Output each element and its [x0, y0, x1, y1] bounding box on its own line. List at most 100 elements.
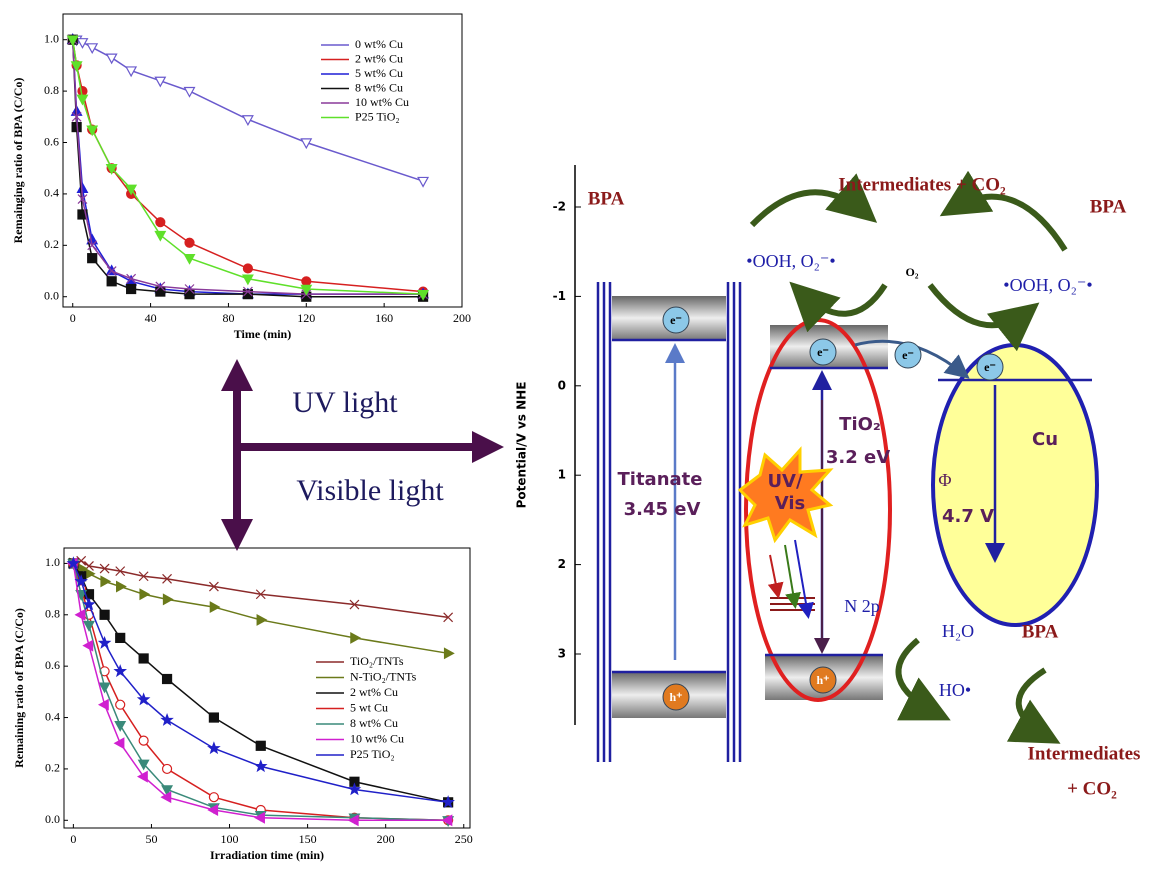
vis-label: Visible light: [296, 474, 444, 507]
legend-label: P25 TiO₂: [350, 747, 395, 761]
axis-ticks: -2-10123: [553, 200, 581, 661]
carrier-label: e⁻: [670, 313, 682, 327]
marker: [88, 254, 97, 263]
marker: [117, 582, 126, 592]
label: BPA: [588, 188, 625, 209]
marker: [140, 589, 149, 599]
label: 4.7 V: [942, 506, 994, 527]
x-tick-label: 100: [221, 832, 239, 846]
marker: [256, 741, 265, 750]
x-axis-label: Time (min): [234, 327, 291, 341]
legend-label: N-TiO₂/TNTs: [350, 669, 417, 683]
marker: [302, 277, 311, 286]
tick-label: 1: [558, 468, 566, 482]
y-tick-label: 0.2: [44, 237, 59, 251]
carrier-label: h⁺: [816, 673, 829, 687]
legend-label: P25 TiO₂: [355, 109, 400, 123]
marker: [156, 287, 165, 296]
marker: [209, 743, 219, 753]
marker: [107, 54, 117, 63]
legend-label: 10 wt% Cu: [350, 731, 404, 745]
label: O₂: [906, 265, 919, 279]
marker: [99, 638, 109, 648]
legend-label: 0 wt% Cu: [355, 37, 403, 51]
carrier-label: h⁺: [669, 690, 682, 704]
band-diagram: Potential/V vs NHE -2-10123 e⁻ h⁺ e⁻ h⁺ …: [515, 165, 1141, 799]
legend-label: 5 wt Cu: [350, 700, 388, 714]
x-tick-label: 50: [145, 832, 157, 846]
label: N 2p: [844, 596, 880, 616]
tick-label: -2: [553, 200, 566, 214]
x-tick-label: 250: [455, 832, 473, 846]
carrier-label: e⁻: [902, 348, 914, 362]
plot-frame: [64, 548, 470, 828]
marker: [138, 772, 147, 782]
y-tick-label: 0.8: [45, 607, 60, 621]
legend-label: 10 wt% Cu: [355, 95, 409, 109]
tick-label: -1: [553, 289, 566, 303]
marker: [445, 648, 454, 658]
marker: [78, 39, 88, 48]
line-chart: 0 40 80 120 160 200 0.0 0.2 0.4 0.6 0.8 1.0 Time (mi…: [11, 14, 471, 341]
y-tick-label: 0.4: [44, 186, 59, 200]
uv-label: UV light: [292, 386, 398, 419]
marker: [256, 761, 266, 771]
marker: [127, 285, 136, 294]
legend-label: 2 wt% Cu: [350, 685, 398, 699]
y-tick-label: 1.0: [44, 31, 59, 45]
line-chart: 0501001502002500.00.20.40.60.81.0Irradia…: [12, 548, 473, 862]
light-arrows: UV light Visible light: [237, 375, 488, 535]
y-tick-label: 0.2: [45, 761, 60, 775]
y-tick-label: 1.0: [45, 555, 60, 569]
marker: [100, 610, 109, 619]
label: Vis: [775, 493, 806, 514]
x-tick-label: 200: [453, 311, 471, 325]
light-arrow: [770, 555, 778, 595]
cu-ellipse: [933, 345, 1097, 625]
x-tick-label: 40: [145, 311, 157, 325]
x-tick-label: 0: [70, 311, 76, 325]
marker: [243, 264, 252, 273]
y-tick-label: 0.0: [45, 812, 60, 826]
label: 3.45 eV: [624, 499, 701, 520]
label: •OOH, O₂⁻•: [1003, 275, 1092, 295]
legend-label: 5 wt% Cu: [355, 66, 403, 80]
x-tick-label: 120: [297, 311, 315, 325]
marker: [101, 576, 110, 586]
tick-label: 2: [558, 557, 566, 571]
x-tick-label: 80: [222, 311, 234, 325]
y-tick-label: 0.0: [44, 288, 59, 302]
y-tick-label: 0.6: [44, 134, 59, 148]
marker: [116, 700, 125, 709]
marker: [156, 218, 165, 227]
marker: [418, 177, 428, 186]
y-tick-label: 0.4: [45, 709, 60, 723]
marker: [107, 277, 116, 286]
y-axis-label: Remaining ratio of BPA (C/Co): [12, 608, 26, 768]
marker: [155, 231, 165, 240]
marker: [163, 764, 172, 773]
label: + CO₂: [1067, 778, 1117, 799]
marker: [163, 594, 172, 604]
marker: [139, 654, 148, 663]
marker: [185, 238, 194, 247]
label: Intermediates + CO₂: [838, 174, 1006, 195]
carrier-label: e⁻: [817, 345, 829, 359]
legend-label: 2 wt% Cu: [355, 51, 403, 65]
marker: [115, 722, 125, 731]
x-axis-label: Irradiation time (min): [210, 848, 324, 862]
y-tick-label: 0.6: [45, 658, 60, 672]
n2p-levels: [770, 598, 815, 610]
marker: [185, 290, 194, 299]
x-tick-label: 200: [377, 832, 395, 846]
marker: [257, 615, 266, 625]
marker: [351, 633, 360, 643]
tick-label: 0: [558, 378, 566, 392]
figure: 040801201602000.00.20.40.60.81.0Time (mi…: [0, 0, 1164, 871]
marker: [78, 87, 87, 96]
label: Intermediates: [1028, 743, 1141, 764]
legend-label: 8 wt% Cu: [350, 716, 398, 730]
x-tick-label: 160: [375, 311, 393, 325]
y-tick-label: 0.8: [44, 83, 59, 97]
label: UV/: [767, 471, 803, 492]
